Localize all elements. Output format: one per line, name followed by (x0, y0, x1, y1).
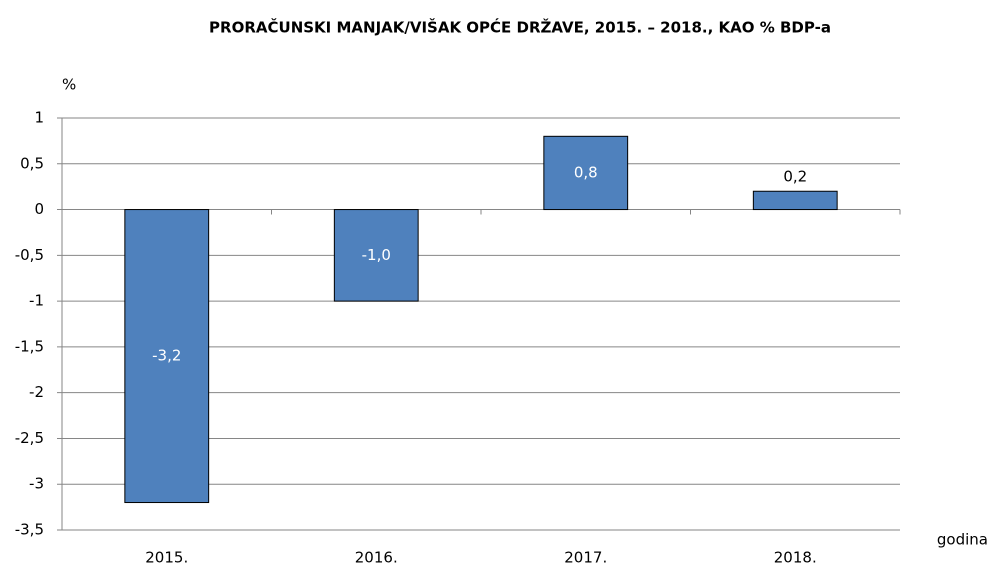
data-label: 0,2 (783, 168, 807, 186)
y-tick-label: 0,5 (20, 154, 44, 172)
y-axis-label: % (62, 76, 76, 94)
x-tick-label: 2017. (564, 549, 607, 567)
x-tick-label: 2015. (145, 549, 188, 567)
data-label: -1,0 (362, 246, 391, 264)
data-label: -3,2 (152, 347, 181, 365)
chart-title: PRORAČUNSKI MANJAK/VIŠAK OPĆE DRŽAVE, 20… (209, 18, 831, 37)
bar (124, 209, 210, 504)
y-tick-label: -1 (29, 292, 44, 310)
y-tick-label: -1,5 (15, 337, 44, 355)
y-tick-label: 0 (34, 200, 44, 218)
x-tick-label: 2016. (355, 549, 398, 567)
y-tick-label: -3,5 (15, 521, 44, 539)
data-label: 0,8 (574, 163, 598, 181)
x-axis-label: godina (937, 531, 988, 549)
y-tick-label: -3 (29, 475, 44, 493)
y-tick-label: 1 (34, 109, 44, 127)
y-tick-label: -0,5 (15, 246, 44, 264)
bar (333, 209, 419, 302)
y-tick-label: -2,5 (15, 429, 44, 447)
bar (543, 135, 629, 211)
bar (752, 190, 838, 211)
y-tick-label: -2 (29, 383, 44, 401)
x-tick-label: 2018. (774, 549, 817, 567)
